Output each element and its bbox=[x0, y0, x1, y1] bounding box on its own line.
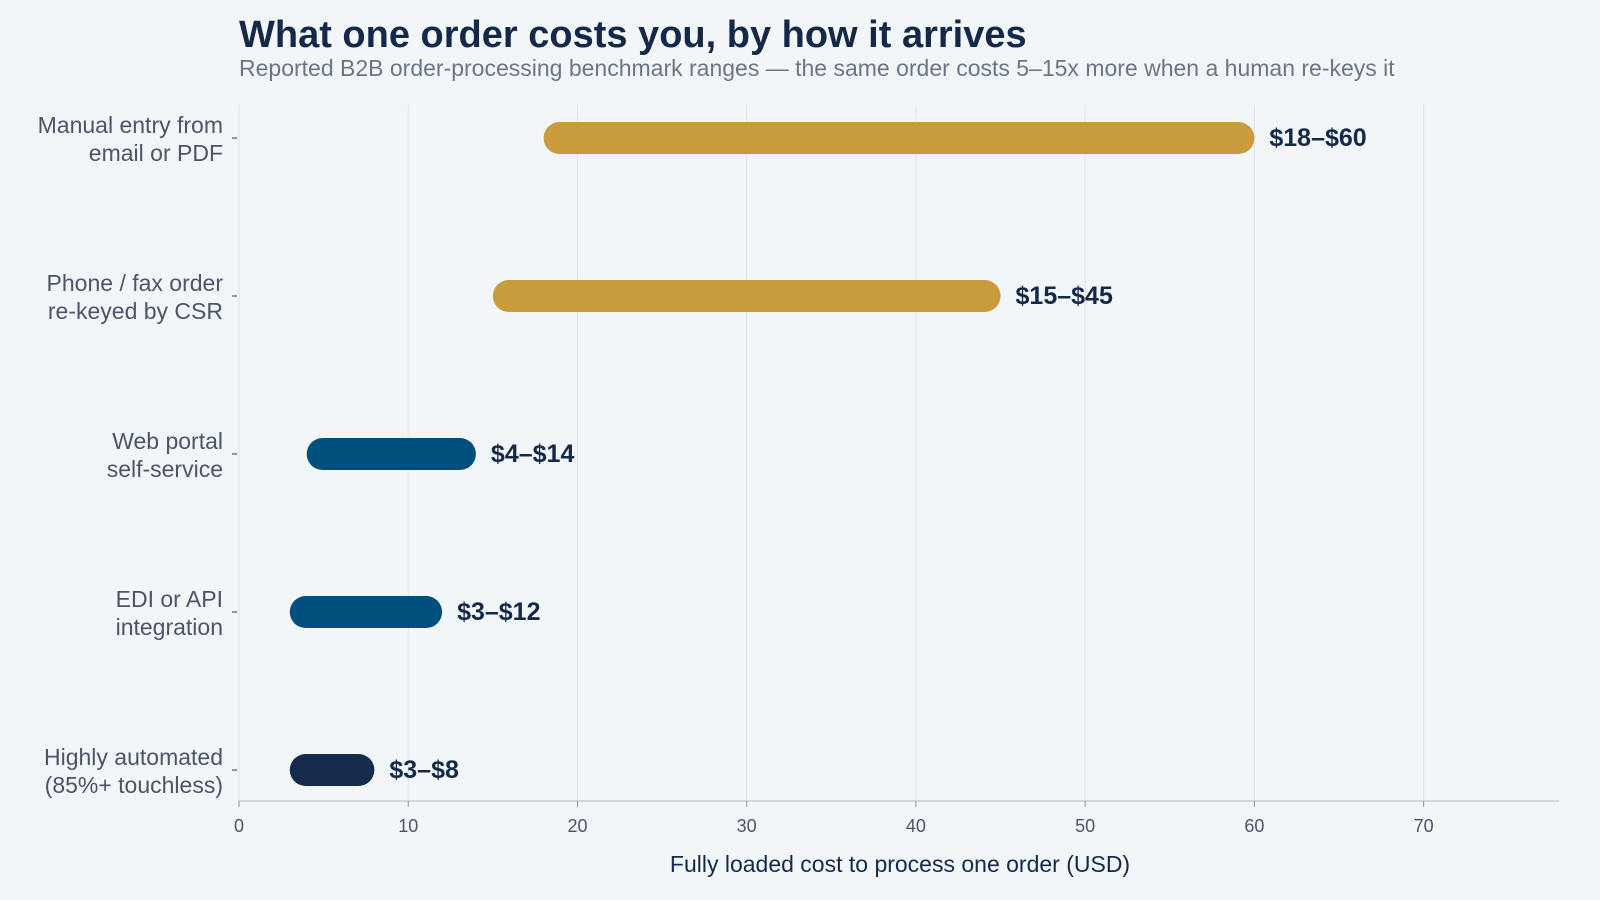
category-label: Manual entry from email or PDF bbox=[38, 112, 223, 166]
x-tick-label: 40 bbox=[906, 816, 926, 836]
range-bar bbox=[543, 122, 1255, 154]
category-label: Phone / fax order re-keyed by CSR bbox=[47, 270, 224, 324]
range-bar bbox=[306, 438, 476, 470]
x-tick-label: 70 bbox=[1414, 816, 1434, 836]
x-tick-label: 60 bbox=[1244, 816, 1264, 836]
chart-subtitle: Reported B2B order-processing benchmark … bbox=[239, 55, 1395, 81]
range-bar bbox=[492, 280, 1001, 312]
category-label: Web portal self-service bbox=[107, 428, 223, 482]
x-tick-label: 50 bbox=[1075, 816, 1095, 836]
value-label: $18–$60 bbox=[1269, 124, 1366, 152]
category-label: EDI or API integration bbox=[116, 586, 223, 640]
value-label: $15–$45 bbox=[1016, 282, 1113, 310]
range-bar bbox=[289, 596, 443, 628]
x-tick-label: 0 bbox=[234, 816, 244, 836]
x-axis-title: Fully loaded cost to process one order (… bbox=[670, 851, 1130, 877]
x-tick-label: 20 bbox=[567, 816, 587, 836]
value-label: $4–$14 bbox=[491, 440, 575, 468]
value-label: $3–$12 bbox=[457, 598, 540, 626]
x-tick-label: 30 bbox=[737, 816, 757, 836]
category-label: Highly automated (85%+ touchless) bbox=[44, 744, 223, 798]
range-bar bbox=[289, 754, 375, 786]
chart-title: What one order costs you, by how it arri… bbox=[239, 14, 1027, 56]
value-label: $3–$8 bbox=[389, 756, 459, 784]
x-tick-label: 10 bbox=[398, 816, 418, 836]
